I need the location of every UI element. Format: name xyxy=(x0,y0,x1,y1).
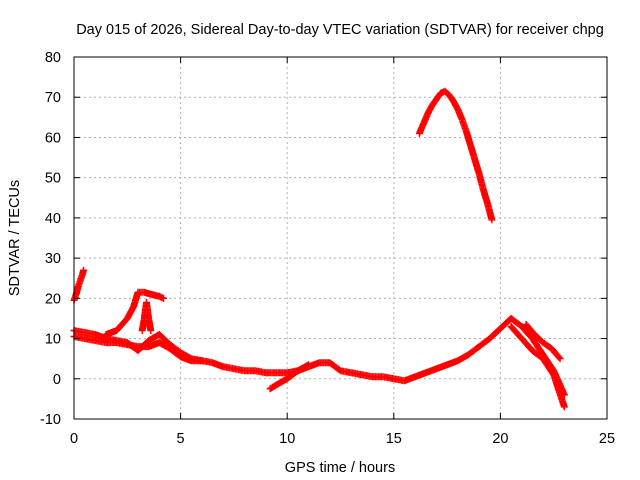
y-tick-label: 40 xyxy=(45,211,61,227)
plot-frame xyxy=(73,56,608,420)
series-dip-9-10h xyxy=(266,361,313,393)
x-tick-label: 10 xyxy=(279,431,295,447)
data-layer xyxy=(70,87,568,411)
series-marks-hump-2-4h xyxy=(102,288,168,338)
y-tick-label: 30 xyxy=(45,251,61,267)
x-tick-label: 20 xyxy=(492,431,508,447)
y-axis-label: SDTVAR / TECUs xyxy=(7,180,23,296)
x-axis-label: GPS time / hours xyxy=(285,460,395,476)
chart-title: Day 015 of 2026, Sidereal Day-to-day VTE… xyxy=(76,22,604,38)
y-tick-label: -10 xyxy=(40,412,61,428)
series-tail-21-23h xyxy=(507,323,568,411)
y-tick-label: 80 xyxy=(45,50,61,66)
series-marks-offsets-21-22h xyxy=(522,321,564,363)
series-marks-tail-21-23h xyxy=(507,323,568,411)
series-hump-2-4h xyxy=(102,288,168,338)
x-tick-label: 25 xyxy=(599,431,615,447)
grid-layer xyxy=(74,57,607,419)
y-tick-label: 10 xyxy=(45,332,61,348)
series-offsets-21-22h xyxy=(522,321,564,363)
x-tick-label: 15 xyxy=(386,431,402,447)
y-tick-label: 50 xyxy=(45,171,61,187)
y-tick-label: 70 xyxy=(45,90,61,106)
y-tick-label: 60 xyxy=(45,130,61,146)
series-marks-spike-3h xyxy=(138,298,155,335)
series-high-arc xyxy=(415,87,496,224)
y-tick-label: 0 xyxy=(53,372,61,388)
x-tick-label: 5 xyxy=(177,431,185,447)
tick-layer: 0 5 10 15 20 25 -10 0 10 20 30 40 50 60 70 80 xyxy=(40,50,615,447)
x-tick-label: 0 xyxy=(70,431,78,447)
series-marks-dip-9-10h xyxy=(266,361,313,393)
series-marks-high-arc xyxy=(415,87,496,224)
series-spike-3h xyxy=(138,298,155,335)
y-tick-label: 20 xyxy=(45,291,61,307)
